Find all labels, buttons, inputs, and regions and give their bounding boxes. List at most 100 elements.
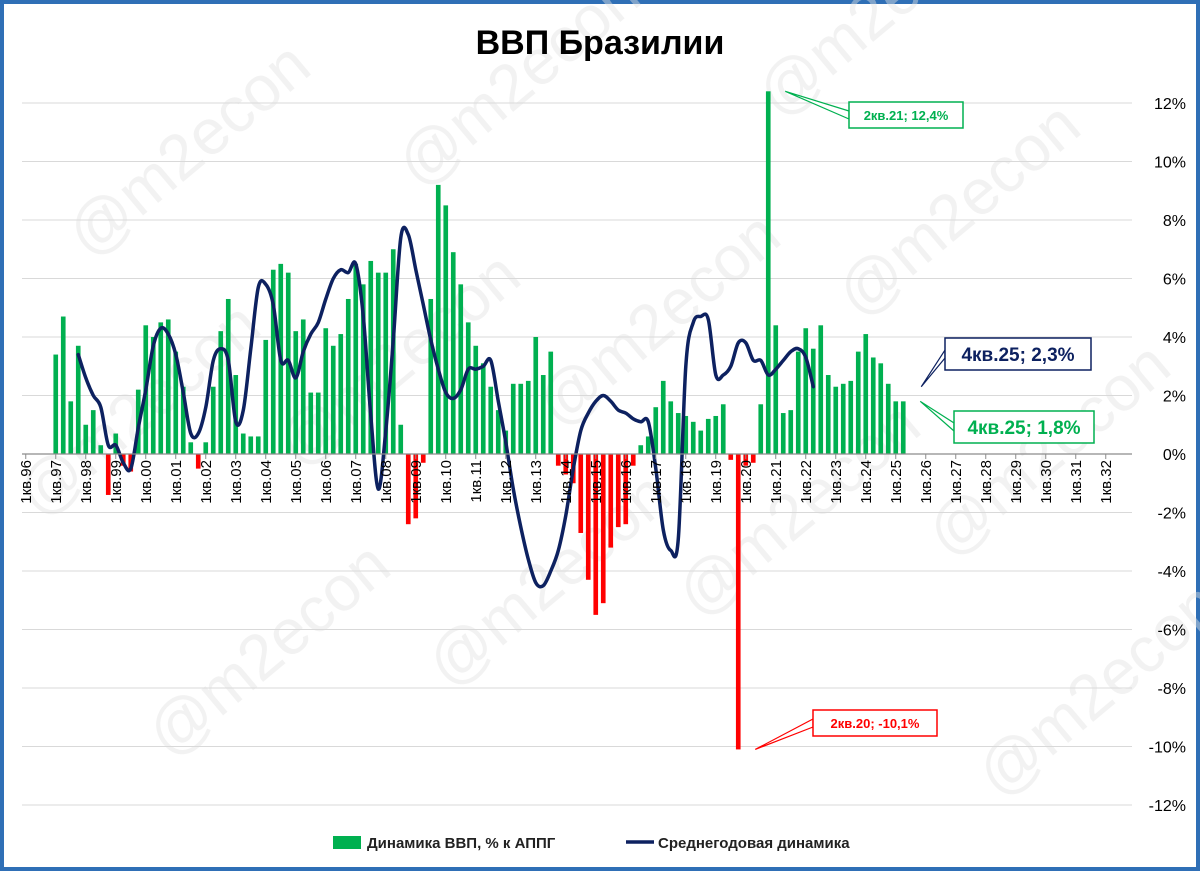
gdp-bar bbox=[398, 424, 404, 454]
gdp-bar bbox=[60, 316, 66, 454]
gdp-bar bbox=[330, 345, 336, 454]
gdp-bar bbox=[878, 363, 884, 454]
callout-label: 4кв.25; 2,3% bbox=[961, 345, 1074, 366]
gdp-bar bbox=[690, 421, 696, 454]
gdp-bar bbox=[353, 263, 359, 454]
gdp-bar bbox=[795, 351, 801, 454]
x-tick-label: 1кв.00 bbox=[138, 460, 155, 504]
gdp-bar bbox=[68, 401, 74, 454]
gdp-bar bbox=[360, 284, 366, 454]
gdp-bar bbox=[383, 272, 389, 454]
gdp-bar bbox=[750, 454, 756, 463]
x-tick-label: 1кв.97 bbox=[48, 460, 65, 504]
x-tick-label: 1кв.10 bbox=[438, 460, 455, 504]
gdp-bar bbox=[308, 392, 314, 454]
x-tick-label: 1кв.07 bbox=[348, 460, 365, 504]
y-tick-label: 0% bbox=[1163, 447, 1186, 464]
gdp-bar bbox=[563, 454, 569, 475]
gdp-bar bbox=[465, 322, 471, 454]
x-tick-label: 1кв.26 bbox=[918, 460, 935, 504]
gdp-bar bbox=[315, 392, 321, 454]
x-tick-label: 1кв.99 bbox=[108, 460, 125, 504]
y-tick-label: 8% bbox=[1163, 213, 1186, 230]
gdp-bar bbox=[713, 415, 719, 454]
x-tick-label: 1кв.11 bbox=[468, 460, 485, 503]
gdp-bar bbox=[645, 436, 651, 454]
gdp-bar bbox=[743, 454, 749, 466]
gdp-bar bbox=[533, 337, 539, 454]
gdp-bar bbox=[728, 454, 734, 460]
callout-leader bbox=[754, 718, 814, 750]
gdp-bar bbox=[810, 348, 816, 454]
bars-layer bbox=[53, 91, 906, 750]
gdp-bar bbox=[83, 424, 89, 454]
gdp-bar bbox=[150, 337, 156, 454]
gdp-bar bbox=[480, 363, 486, 454]
gdp-bar bbox=[188, 442, 194, 454]
x-tick-label: 1кв.31 bbox=[1068, 460, 1085, 504]
gdp-bar bbox=[210, 386, 216, 454]
x-tick-label: 1кв.21 bbox=[768, 460, 785, 504]
y-tick-label: 2% bbox=[1163, 389, 1186, 406]
gdp-bar bbox=[98, 445, 104, 454]
chart-title: ВВП Бразилии bbox=[476, 24, 725, 62]
gdp-bar bbox=[435, 184, 441, 454]
gdp-bar bbox=[345, 298, 351, 454]
x-tick-label: 1кв.27 bbox=[948, 460, 965, 504]
gdp-bar bbox=[165, 319, 171, 454]
watermark-text: @m2econ bbox=[133, 527, 403, 770]
x-tick-label: 1кв.01 bbox=[168, 460, 185, 504]
callout-label: 2кв.21; 12,4% bbox=[864, 108, 949, 123]
gdp-bar bbox=[105, 454, 111, 495]
gdp-bar bbox=[555, 454, 561, 466]
y-tick-label: -12% bbox=[1149, 798, 1186, 815]
gdp-bar bbox=[698, 430, 704, 454]
axis-layer: 12% 10% 8% 6% 4% 2% 0% -2% -4% -6% -8% -10% -12% 1кв.… bbox=[18, 96, 1186, 815]
gdp-bar bbox=[225, 298, 231, 454]
gdp-bar bbox=[593, 454, 599, 615]
callout-box bbox=[944, 337, 1092, 371]
gdp-bar bbox=[788, 410, 794, 454]
y-tick-label: -8% bbox=[1158, 681, 1186, 698]
gdp-bar bbox=[720, 404, 726, 454]
y-tick-label: 4% bbox=[1163, 330, 1186, 347]
gdp-bar bbox=[900, 401, 906, 454]
gdp-bar bbox=[623, 454, 629, 525]
x-tick-label: 1кв.03 bbox=[228, 460, 245, 504]
gdp-bar bbox=[825, 375, 831, 454]
gdp-bar bbox=[525, 380, 531, 454]
gdp-bar bbox=[735, 454, 741, 750]
avg-growth-line bbox=[76, 225, 816, 589]
x-tick-label: 1кв.18 bbox=[678, 460, 695, 504]
gdp-bar bbox=[75, 345, 81, 454]
callout-label: 2кв.20; -10,1% bbox=[831, 716, 920, 731]
x-tick-label: 1кв.28 bbox=[978, 460, 995, 504]
gdp-bar bbox=[248, 436, 254, 454]
y-tick-label: 10% bbox=[1154, 155, 1186, 172]
gdp-bar bbox=[803, 328, 809, 454]
callout-leader bbox=[919, 400, 955, 433]
x-tick-label: 1кв.09 bbox=[408, 460, 425, 504]
gdp-bar bbox=[585, 454, 591, 580]
gdp-bar bbox=[660, 380, 666, 454]
x-tick-label: 1кв.29 bbox=[1008, 460, 1025, 504]
gdp-bar bbox=[630, 454, 636, 466]
gdp-bar bbox=[885, 383, 891, 454]
gdp-bar bbox=[773, 325, 779, 454]
gdp-bar bbox=[158, 322, 164, 454]
gdp-bar bbox=[180, 386, 186, 454]
gdp-bar bbox=[173, 351, 179, 454]
x-tick-label: 1кв.23 bbox=[828, 460, 845, 504]
x-tick-label: 1кв.20 bbox=[738, 460, 755, 504]
gdp-bar bbox=[608, 454, 614, 548]
gdp-bar bbox=[263, 339, 269, 454]
gdp-bar bbox=[473, 345, 479, 454]
callout-label: 4кв.25; 1,8% bbox=[967, 418, 1080, 439]
x-tick-label: 1кв.04 bbox=[258, 460, 275, 504]
gdp-bar bbox=[758, 404, 764, 454]
x-tick-label: 1кв.14 bbox=[558, 460, 575, 504]
x-tick-label: 1кв.96 bbox=[18, 460, 35, 504]
y-tick-label: 6% bbox=[1163, 272, 1186, 289]
gdp-bar bbox=[375, 272, 381, 454]
gdp-bar bbox=[218, 331, 224, 454]
